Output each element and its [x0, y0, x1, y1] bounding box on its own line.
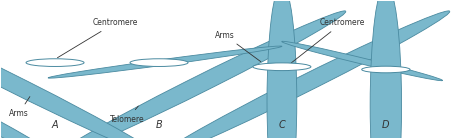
- Ellipse shape: [253, 63, 311, 71]
- Text: Arms: Arms: [9, 97, 30, 118]
- Ellipse shape: [158, 11, 450, 139]
- Ellipse shape: [130, 59, 188, 66]
- Text: Telomere: Telomere: [110, 106, 145, 124]
- Text: D: D: [382, 120, 390, 130]
- Ellipse shape: [370, 0, 401, 139]
- Text: Arms: Arms: [215, 31, 261, 62]
- Text: Centromere: Centromere: [291, 18, 365, 63]
- Text: B: B: [155, 120, 163, 130]
- Ellipse shape: [48, 46, 282, 78]
- Ellipse shape: [267, 0, 297, 139]
- Text: C: C: [279, 120, 285, 130]
- Ellipse shape: [0, 11, 56, 139]
- Ellipse shape: [26, 59, 84, 66]
- Text: Centromere: Centromere: [57, 18, 138, 58]
- Ellipse shape: [0, 11, 160, 139]
- Ellipse shape: [55, 11, 346, 139]
- Ellipse shape: [362, 66, 410, 73]
- Ellipse shape: [282, 41, 443, 81]
- Text: A: A: [52, 120, 58, 130]
